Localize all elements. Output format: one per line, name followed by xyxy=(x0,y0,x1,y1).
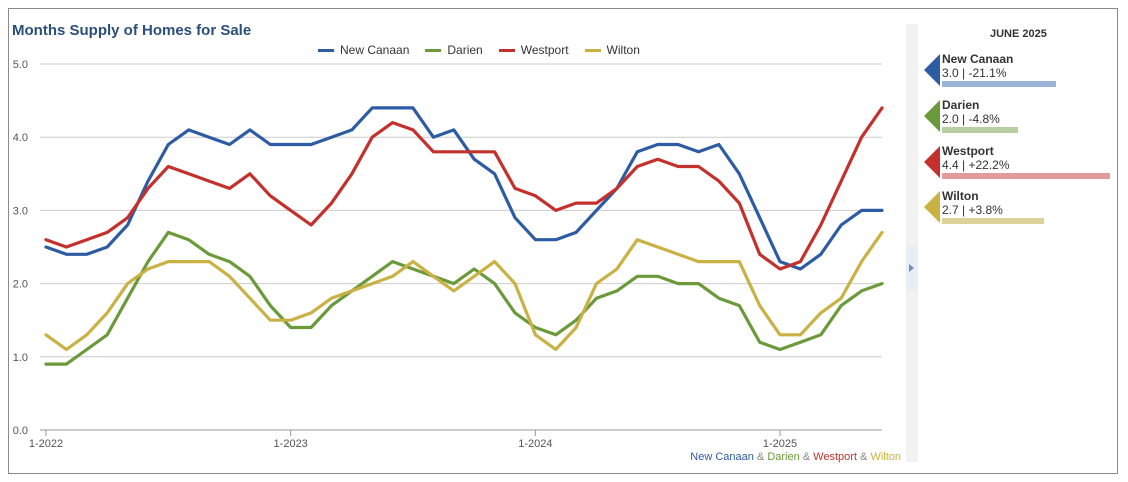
card-value-bar xyxy=(942,127,1018,133)
sidebar-rail xyxy=(906,24,918,462)
legend-item[interactable]: Darien xyxy=(425,43,483,57)
sidebar xyxy=(906,24,1116,464)
series-line xyxy=(44,106,884,271)
source-note-part: Wilton xyxy=(870,451,901,463)
triangle-indicator-icon xyxy=(924,100,940,132)
card-value: 2.7 | +3.8% xyxy=(942,203,1003,217)
source-note-part: & xyxy=(799,451,814,463)
source-note-part: & xyxy=(856,451,871,463)
legend-label: New Canaan xyxy=(340,43,410,57)
card-value-bar xyxy=(942,218,1044,224)
source-note-part: Darien xyxy=(767,451,800,463)
series-summary-card[interactable]: Darien 2.0 | -4.8% xyxy=(924,98,1114,136)
y-tick-label: 4.0 xyxy=(13,132,28,144)
x-tick-label: 1-2024 xyxy=(518,438,552,450)
x-tick-label: 1-2023 xyxy=(274,438,308,450)
card-value: 3.0 | -21.1% xyxy=(942,66,1007,80)
legend-label: Westport xyxy=(520,43,569,57)
triangle-indicator-icon xyxy=(924,146,940,178)
card-value: 2.0 | -4.8% xyxy=(942,112,1000,126)
series-line xyxy=(44,230,884,366)
series-line xyxy=(44,106,884,271)
legend-swatch xyxy=(584,48,601,52)
x-tick-label: 1-2025 xyxy=(763,438,797,450)
source-note-part: & xyxy=(753,451,768,463)
card-value-bar xyxy=(942,81,1056,87)
series-summary-card[interactable]: Wilton 2.7 | +3.8% xyxy=(924,189,1114,227)
series-summary-card[interactable]: New Canaan 3.0 | -21.1% xyxy=(924,52,1114,90)
source-note-part: Westport xyxy=(813,451,857,463)
legend-swatch xyxy=(318,48,334,52)
y-tick-label: 2.0 xyxy=(13,279,28,291)
y-tick-label: 3.0 xyxy=(13,205,28,217)
legend-label: Darien xyxy=(447,43,483,57)
series-line xyxy=(44,230,884,352)
source-note: New Canaan & Darien & Westport & Wilton xyxy=(690,451,901,463)
card-value-bar xyxy=(942,173,1110,179)
chart-legend: New Canaan Darien Westport Wilton xyxy=(318,43,640,57)
triangle-indicator-icon xyxy=(924,54,940,86)
card-name: New Canaan xyxy=(942,52,1014,66)
legend-item[interactable]: Wilton xyxy=(584,43,640,57)
card-name: Westport xyxy=(942,144,994,158)
chart-title: Months Supply of Homes for Sale xyxy=(12,22,252,39)
legend-item[interactable]: Westport xyxy=(498,43,569,57)
card-value: 4.4 | +22.2% xyxy=(942,158,1010,172)
card-name: Wilton xyxy=(942,189,979,203)
legend-item[interactable]: New Canaan xyxy=(318,43,409,57)
legend-label: Wilton xyxy=(606,43,640,57)
sidebar-toggle-button[interactable] xyxy=(906,246,918,290)
source-note-part: New Canaan xyxy=(690,451,754,463)
y-tick-label: 5.0 xyxy=(13,59,28,71)
legend-swatch xyxy=(425,48,442,52)
series-summary-card[interactable]: Westport 4.4 | +22.2% xyxy=(924,144,1114,182)
y-tick-label: 0.0 xyxy=(13,425,28,437)
card-name: Darien xyxy=(942,98,980,112)
panel-title: JUNE 2025 xyxy=(990,28,1047,40)
y-tick-label: 1.0 xyxy=(13,352,28,364)
triangle-indicator-icon xyxy=(924,191,940,223)
x-tick-label: 1-2022 xyxy=(29,438,63,450)
legend-swatch xyxy=(498,48,515,52)
